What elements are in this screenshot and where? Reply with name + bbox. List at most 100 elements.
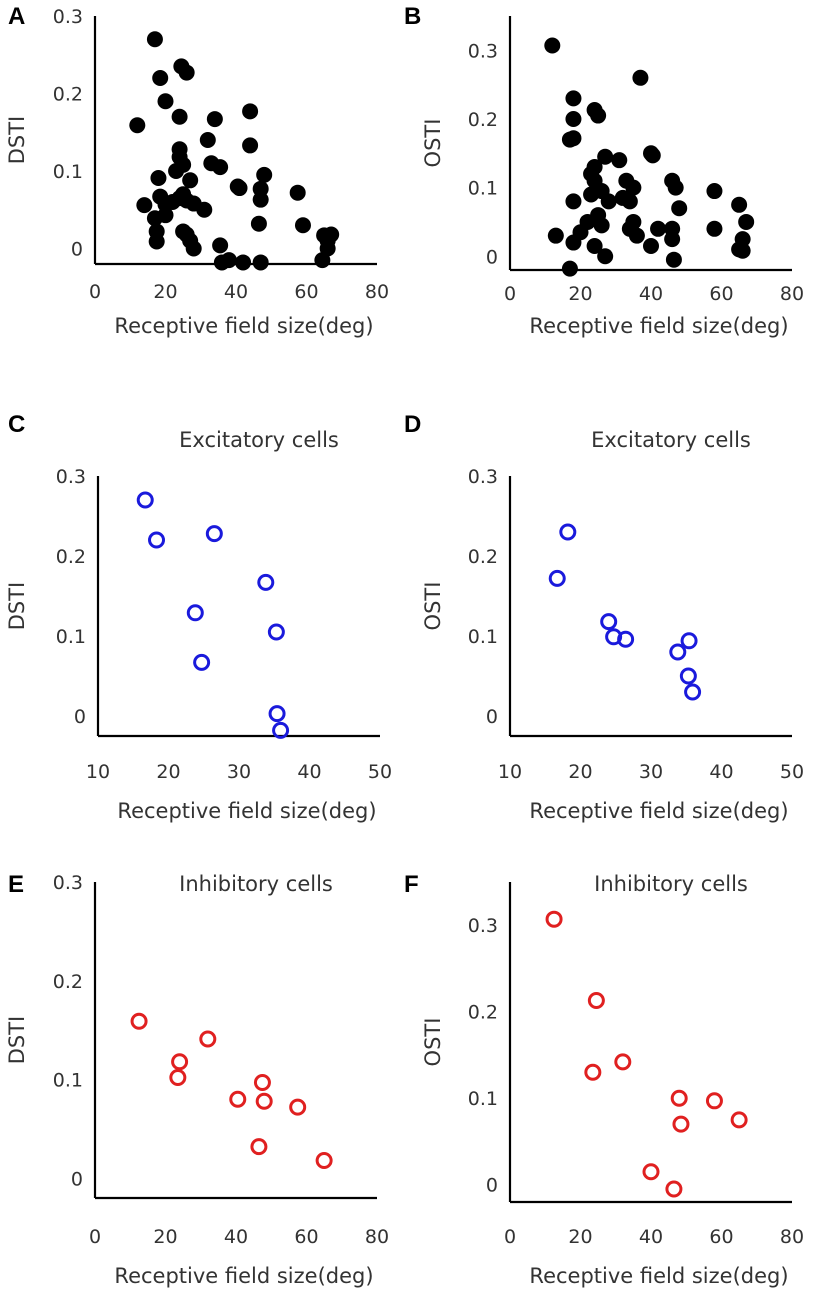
x-tick-label: 40	[224, 1226, 248, 1248]
x-tick-label: 10	[86, 761, 110, 783]
y-tick-label: 0.2	[56, 546, 86, 568]
panel-e: E Inhibitory cells 0 20 40 60 80 0 0.1 0.2 0.3 Rece…	[5, 871, 389, 1288]
data-point	[665, 251, 682, 268]
data-point	[644, 147, 661, 164]
x-tick-label: 0	[504, 1226, 516, 1248]
y-tick-label: 0.1	[468, 626, 498, 648]
data-point	[152, 70, 169, 86]
data-point	[565, 234, 582, 251]
x-tick-label: 50	[368, 761, 392, 783]
data-point	[257, 573, 275, 591]
data-point	[593, 217, 610, 234]
data-point	[199, 132, 216, 148]
data-point	[171, 1053, 189, 1071]
data-point	[196, 201, 213, 218]
data-point	[559, 523, 577, 541]
x-tick-label: 80	[780, 1226, 804, 1248]
data-point	[590, 107, 607, 124]
x-tick-label: 60	[294, 1226, 318, 1248]
x-tick-label: 20	[153, 281, 177, 303]
data-point	[199, 1030, 217, 1048]
panel-title-f: Inhibitory cells	[594, 872, 748, 896]
x-tick-label: 40	[297, 761, 321, 783]
y-axis-label-e: DSTI	[5, 1016, 29, 1065]
x-tick-label: 60	[294, 281, 318, 303]
data-point	[231, 180, 248, 197]
x-tick-label: 40	[224, 281, 248, 303]
data-point	[680, 632, 698, 650]
data-point	[256, 166, 273, 183]
data-point	[250, 1138, 268, 1156]
data-point	[586, 159, 603, 176]
data-point	[129, 117, 146, 134]
data-point	[185, 240, 202, 257]
data-point	[253, 1073, 271, 1091]
data-point	[206, 111, 223, 128]
x-tick-label: 30	[227, 761, 251, 783]
x-tick-label: 40	[709, 761, 733, 783]
panel-label-f: F	[404, 871, 419, 898]
data-point	[670, 1089, 688, 1107]
data-point	[617, 630, 635, 648]
data-point	[706, 220, 723, 237]
panel-a: A 0 20 40 60 80 0 0.1 0.2 0.3 Receptive field size…	[5, 3, 389, 338]
data-point	[632, 69, 649, 86]
y-tick-label: 0.2	[468, 109, 498, 131]
panel-d: D Excitatory cells 10 20 30 40 50 0 0.1 0.2 0.3 Rec…	[404, 411, 804, 823]
y-tick-label: 0.1	[53, 161, 83, 183]
x-tick-label: 20	[156, 761, 180, 783]
y-tick-label: 0	[486, 706, 498, 728]
data-point	[587, 991, 605, 1009]
data-point	[323, 226, 340, 243]
data-point	[186, 604, 204, 622]
panel-title-e: Inhibitory cells	[179, 872, 333, 896]
y-tick-label: 0.1	[56, 626, 86, 648]
data-point	[294, 217, 311, 234]
y-tick-label: 0	[74, 706, 86, 728]
data-point	[146, 31, 163, 48]
data-point	[268, 705, 286, 723]
x-axis-label-d: Receptive field size(deg)	[529, 799, 788, 823]
data-point	[665, 1180, 683, 1198]
y-axis-label-a: DSTI	[5, 116, 29, 165]
data-point	[664, 231, 681, 248]
y-axis-label-d: OSTI	[421, 582, 445, 631]
data-point	[252, 191, 269, 208]
x-tick-label: 20	[568, 283, 592, 305]
data-point	[229, 1090, 247, 1108]
x-tick-label: 0	[504, 283, 516, 305]
data-point	[614, 1053, 632, 1071]
y-tick-label: 0.2	[53, 84, 83, 106]
data-point	[565, 130, 582, 147]
panel-b: B 0 20 40 60 80 0 0.1 0.2 0.3 Receptive field size…	[404, 3, 804, 338]
data-point	[289, 1098, 307, 1116]
data-point	[561, 260, 578, 277]
y-tick-label: 0.3	[468, 40, 498, 62]
data-point	[130, 1012, 148, 1030]
data-point	[136, 491, 154, 509]
data-point	[628, 227, 645, 244]
y-tick-label: 0.3	[53, 6, 83, 28]
data-point	[148, 531, 166, 549]
panel-label-d: D	[404, 411, 421, 438]
data-point	[255, 1092, 273, 1110]
x-tick-label: 20	[568, 761, 592, 783]
data-point	[182, 172, 199, 189]
panel-label-b: B	[404, 3, 421, 30]
x-tick-label: 60	[709, 283, 733, 305]
data-point	[545, 910, 563, 928]
data-point	[679, 667, 697, 685]
data-point	[600, 193, 617, 210]
data-point	[314, 252, 331, 269]
data-point	[315, 1151, 333, 1169]
data-point	[625, 179, 642, 196]
y-tick-label: 0.1	[53, 1070, 83, 1092]
y-tick-label: 0	[71, 1168, 83, 1190]
panel-f: F Inhibitory cells 0 20 40 60 80 0 0.1 0.2 0.3 Rece…	[404, 871, 804, 1288]
data-point	[621, 193, 638, 210]
data-point	[544, 37, 561, 54]
data-point	[548, 569, 566, 587]
data-point	[212, 237, 229, 254]
x-axis-label-b: Receptive field size(deg)	[529, 314, 788, 338]
